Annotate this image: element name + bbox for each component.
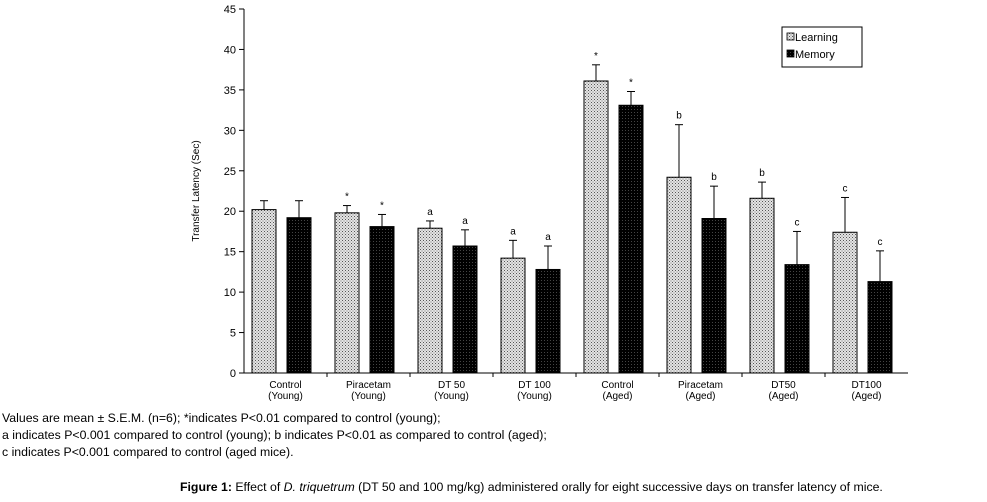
note-line: Values are mean ± S.E.M. (n=6); *indicat… <box>2 411 441 425</box>
significance-label: a <box>427 207 433 218</box>
figure-caption: Figure 1: Effect of D. triquetrum (DT 50… <box>180 480 883 494</box>
x-tick-label: DT50 <box>771 380 796 391</box>
y-tick-label: 40 <box>224 44 236 56</box>
caption-text-after: (DT 50 and 100 mg/kg) administered orall… <box>354 480 883 494</box>
caption-label: Figure 1: <box>180 480 232 494</box>
bars <box>251 64 893 374</box>
bar-learning <box>417 227 443 374</box>
x-tick-label: (Young) <box>434 391 469 402</box>
y-tick-label: 20 <box>224 206 236 218</box>
significance-label: b <box>676 111 682 122</box>
y-tick-label: 25 <box>224 166 236 178</box>
labels: Control(Young)Piracetam(Young)**DT 50(Yo… <box>268 51 882 402</box>
significance-label: * <box>629 78 633 89</box>
significance-label: * <box>380 200 384 211</box>
bar-learning <box>251 209 277 374</box>
x-tick-label: DT 100 <box>518 380 551 391</box>
bar-chart: 0 5 10 15 20 25 30 35 40 45 Transfer Latency (Sec)… <box>191 4 908 402</box>
y-tick-label: 45 <box>224 4 236 16</box>
y-tick-label: 15 <box>224 247 236 259</box>
significance-label: c <box>843 183 848 194</box>
bar-memory <box>286 217 312 374</box>
notes: Values are mean ± S.E.M. (n=6); *indicat… <box>2 410 547 461</box>
y-tick-label: 5 <box>230 328 236 340</box>
x-tick-label: Piracetam <box>346 380 391 391</box>
legend: Learning Memory <box>781 26 863 68</box>
legend-box <box>781 26 863 68</box>
bar-memory <box>369 226 395 374</box>
bar-learning <box>334 212 360 374</box>
bar-learning <box>832 231 858 374</box>
x-tick-label: DT100 <box>851 380 881 391</box>
significance-label: c <box>878 237 883 248</box>
bar-learning <box>500 257 526 374</box>
significance-label: * <box>345 192 349 203</box>
caption-text-before: Effect of <box>231 480 284 494</box>
bar-memory <box>701 218 727 374</box>
x-tick-label: Piracetam <box>678 380 723 391</box>
bar-memory <box>618 104 644 374</box>
legend-swatch-learning <box>786 32 795 41</box>
bar-learning <box>749 197 775 374</box>
bar-memory <box>784 264 810 374</box>
bar-learning <box>666 176 692 374</box>
x-tick-label: DT 50 <box>438 380 465 391</box>
note-line: c indicates P<0.001 compared to control … <box>2 445 294 459</box>
significance-label: a <box>510 226 516 237</box>
y-tick-label: 30 <box>224 125 236 137</box>
x-tick-label: (Young) <box>268 391 303 402</box>
x-tick-label: (Young) <box>351 391 386 402</box>
x-tick-label: (Aged) <box>768 391 798 402</box>
y-tick-label: 35 <box>224 85 236 97</box>
significance-label: c <box>795 217 800 228</box>
bar-learning <box>583 80 609 374</box>
bar-memory <box>535 268 561 374</box>
significance-label: b <box>759 168 765 179</box>
significance-label: a <box>462 216 468 227</box>
y-axis-label: Transfer Latency (Sec) <box>191 140 202 241</box>
x-tick-label: (Aged) <box>851 391 881 402</box>
significance-label: * <box>594 51 598 62</box>
significance-label: b <box>711 172 717 183</box>
legend-label-learning: Learning <box>795 32 838 44</box>
bar-memory <box>867 281 893 374</box>
legend-swatch-memory <box>786 49 795 58</box>
x-tick-label: Control <box>269 380 301 391</box>
x-tick-label: (Aged) <box>602 391 632 402</box>
x-tick-label: (Aged) <box>685 391 715 402</box>
x-tick-label: (Young) <box>517 391 552 402</box>
note-line: a indicates P<0.001 compared to control … <box>2 428 547 442</box>
significance-label: a <box>545 232 551 243</box>
y-tick-label: 10 <box>224 287 236 299</box>
x-tick-label: Control <box>601 380 633 391</box>
y-tick-label: 0 <box>230 368 236 380</box>
bar-memory <box>452 245 478 374</box>
legend-label-memory: Memory <box>795 49 835 61</box>
caption-species: D. triquetrum <box>283 480 355 494</box>
